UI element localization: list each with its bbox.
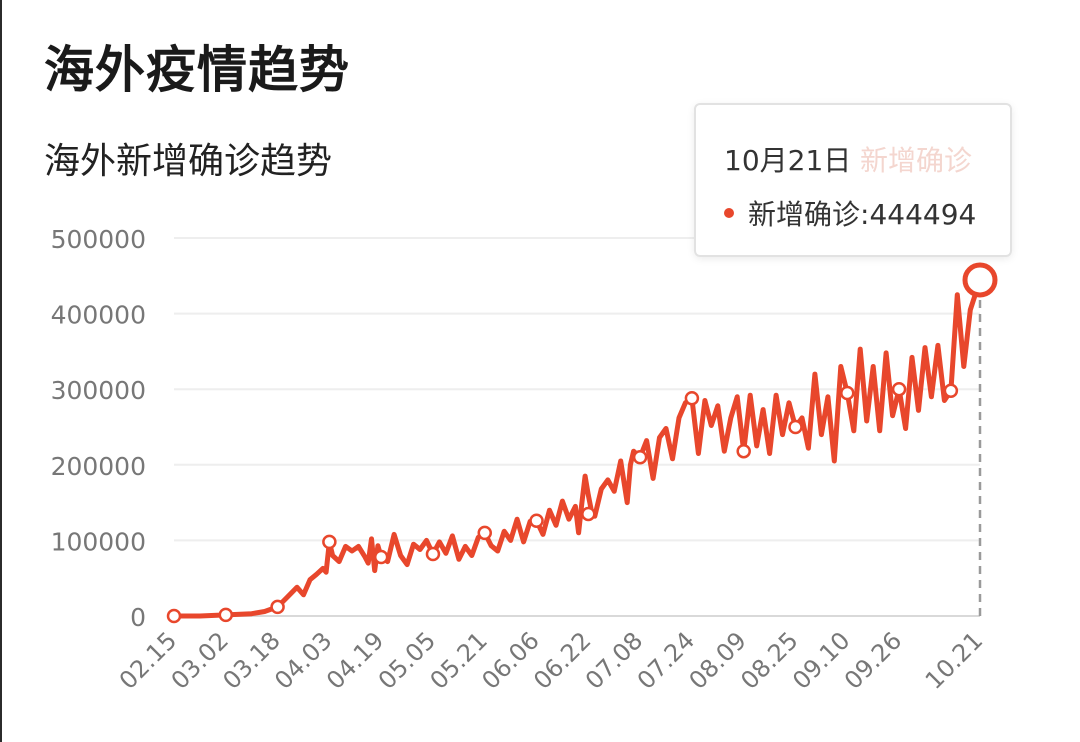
y-tick-label: 400000 <box>51 301 146 330</box>
data-point-marker <box>425 546 441 562</box>
x-tick-label: 09.26 <box>839 626 907 694</box>
y-tick-label: 100000 <box>51 527 146 556</box>
tooltip-value: 444494 <box>869 198 977 231</box>
data-point-marker <box>373 549 389 565</box>
series-line <box>171 277 983 619</box>
data-point-marker <box>166 608 182 624</box>
y-tick-label: 500000 <box>51 225 146 254</box>
data-point-marker <box>581 506 596 522</box>
tooltip-series-label: 新增确诊 <box>748 198 861 231</box>
data-point-marker <box>684 391 700 406</box>
data-point-marker <box>788 419 803 435</box>
x-tick-label: 03.02 <box>166 626 234 694</box>
window-left-edge <box>0 0 2 742</box>
x-tick-label: 05.21 <box>425 626 493 694</box>
tooltip-date: 10月21日 <box>724 144 852 177</box>
x-tick-label: 08.09 <box>684 626 752 694</box>
highlighted-point <box>962 262 998 298</box>
x-tick-label: 02.15 <box>114 626 182 694</box>
data-point-marker <box>322 534 337 550</box>
tooltip-separator: : <box>860 198 870 231</box>
y-tick-label: 200000 <box>51 452 146 481</box>
data-point-marker <box>736 443 751 459</box>
x-tick-label: 10.21 <box>920 626 988 694</box>
data-point-marker <box>943 383 959 398</box>
x-tick-label: 06.06 <box>476 626 544 694</box>
data-point-marker <box>477 525 492 541</box>
x-tick-label: 04.03 <box>269 626 337 694</box>
data-point-marker <box>891 381 907 397</box>
x-tick-label: 09.10 <box>787 626 855 694</box>
chart-tooltip: 10月21日 新增确诊 新增确诊:444494 <box>694 103 1012 257</box>
x-tick-label: 07.24 <box>632 626 700 694</box>
x-tick-label: 06.22 <box>528 626 596 694</box>
data-point-marker <box>218 607 234 623</box>
x-tick-label: 08.25 <box>735 626 803 694</box>
tooltip-row: 新增确诊:444494 <box>724 193 976 233</box>
x-tick-label: 03.18 <box>217 626 285 694</box>
x-tick-label: 05.05 <box>373 626 441 694</box>
data-point-marker <box>632 449 648 465</box>
data-point-marker <box>840 385 855 401</box>
series-dot-icon <box>724 208 734 218</box>
tooltip-legend-ghost: 新增确诊 <box>860 144 973 177</box>
x-tick-label: 07.08 <box>580 626 648 694</box>
y-tick-label: 300000 <box>51 376 146 405</box>
data-point-marker <box>270 599 285 615</box>
y-tick-label: 0 <box>130 603 146 632</box>
data-point-marker <box>529 513 544 528</box>
chart-subtitle: 海外新增确诊趋势 <box>44 141 333 182</box>
page-title: 海外疫情趋势 <box>44 41 350 99</box>
x-tick-label: 04.19 <box>321 626 389 694</box>
